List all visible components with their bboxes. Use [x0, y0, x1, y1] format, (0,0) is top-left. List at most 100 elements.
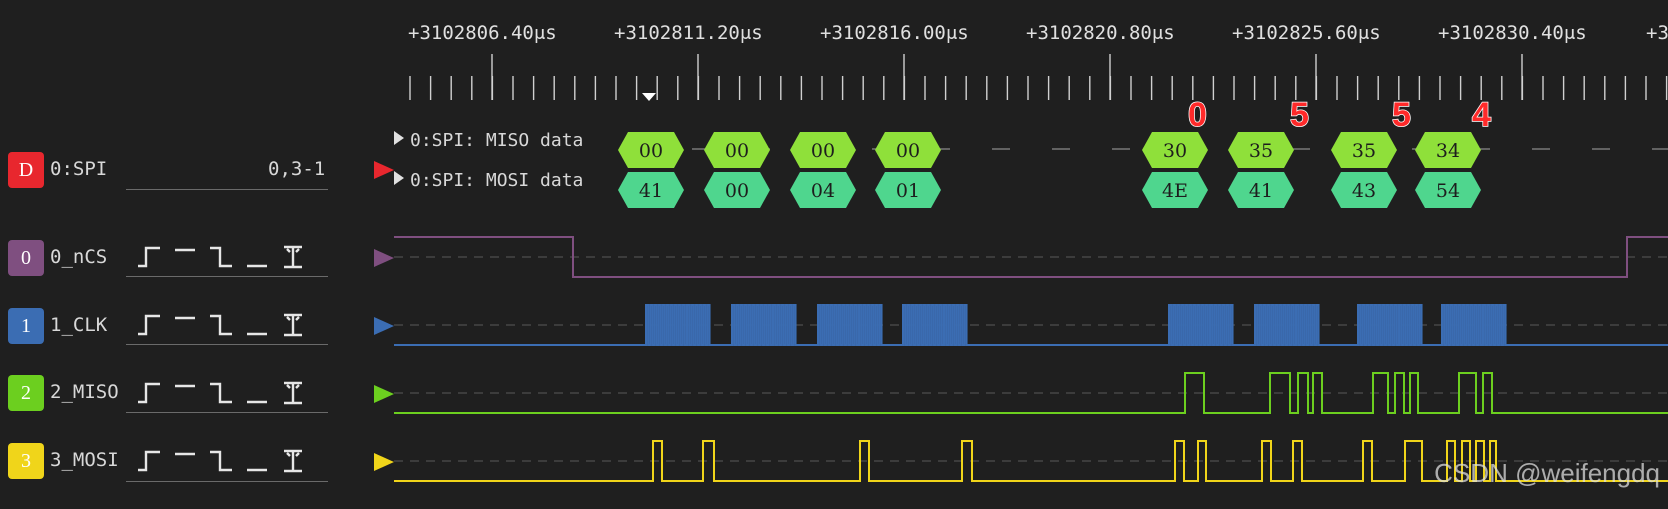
- timestamp-label: +3102820.80μs: [1026, 22, 1175, 44]
- timestamp-label: +3: [1646, 22, 1668, 44]
- falling-edge-icon[interactable]: [208, 448, 234, 474]
- decoder-name: 0:SPI: [50, 158, 108, 180]
- row-expand-icon: [394, 171, 404, 185]
- hex-byte-text: 34: [1436, 140, 1460, 162]
- any-edge-icon[interactable]: [280, 380, 306, 406]
- rising-edge-icon[interactable]: [136, 380, 162, 406]
- channel-name-3: 3_MOSI: [50, 449, 119, 471]
- hex-byte-text: 41: [639, 180, 663, 202]
- time-ruler[interactable]: [409, 54, 1668, 101]
- high-level-icon[interactable]: [172, 244, 198, 270]
- channel-name-1: 1_CLK: [50, 314, 108, 336]
- hex-byte-text: 41: [1249, 180, 1273, 202]
- channel-underline: [126, 344, 328, 345]
- annotation-digit: 4: [1471, 95, 1491, 135]
- channel-badge-2[interactable]: 2: [8, 375, 44, 411]
- low-level-icon[interactable]: [244, 312, 270, 338]
- decoder-badge[interactable]: D: [8, 152, 44, 188]
- timestamp-label: +3102825.60μs: [1232, 22, 1381, 44]
- mosi-byte[interactable]: 04: [790, 172, 856, 208]
- miso-byte[interactable]: 00: [618, 132, 684, 168]
- mosi-byte[interactable]: 01: [875, 172, 941, 208]
- channel-badge-0[interactable]: 0: [8, 240, 44, 276]
- channel-underline: [126, 189, 328, 190]
- channel-arrow-icon-1[interactable]: [374, 317, 394, 335]
- rising-edge-icon[interactable]: [136, 448, 162, 474]
- miso-byte[interactable]: 00: [875, 132, 941, 168]
- mosi-byte[interactable]: 41: [618, 172, 684, 208]
- low-level-icon[interactable]: [244, 244, 270, 270]
- trigger-selector-3[interactable]: [136, 448, 306, 474]
- cursor-marker-icon: [642, 93, 656, 101]
- channel-name-0: 0_nCS: [50, 246, 108, 268]
- hex-byte-text: 00: [639, 140, 663, 162]
- low-level-icon[interactable]: [244, 448, 270, 474]
- falling-edge-icon[interactable]: [208, 312, 234, 338]
- annotation-digit: 0: [1187, 95, 1207, 135]
- miso-byte[interactable]: 00: [790, 132, 856, 168]
- mosi-byte[interactable]: 4E: [1142, 172, 1208, 208]
- annotation-digit: 5: [1289, 95, 1309, 135]
- miso-byte[interactable]: 34: [1415, 132, 1481, 168]
- mosi-trace[interactable]: [394, 440, 1668, 482]
- row-expand-icon: [394, 131, 404, 145]
- channel-name-2: 2_MISO: [50, 381, 119, 403]
- hex-byte-text: 35: [1249, 140, 1273, 162]
- miso-data-label: 0:SPI: MISO data: [410, 130, 584, 151]
- high-level-icon[interactable]: [172, 312, 198, 338]
- channel-arrow-icon-2[interactable]: [374, 385, 394, 403]
- clk-trace[interactable]: [394, 304, 1668, 346]
- timestamp-label: +3102816.00μs: [820, 22, 969, 44]
- channel-underline: [126, 481, 328, 482]
- channel-underline: [126, 412, 328, 413]
- hex-byte-text: 4E: [1162, 180, 1188, 202]
- mosi-byte[interactable]: 41: [1228, 172, 1294, 208]
- low-level-icon[interactable]: [244, 380, 270, 406]
- mosi-byte[interactable]: 43: [1331, 172, 1397, 208]
- channel-badge-3[interactable]: 3: [8, 443, 44, 479]
- timestamp-label: +3102806.40μs: [408, 22, 557, 44]
- timestamp-label: +3102830.40μs: [1438, 22, 1587, 44]
- channel-badge-1[interactable]: 1: [8, 308, 44, 344]
- rising-edge-icon[interactable]: [136, 312, 162, 338]
- any-edge-icon[interactable]: [280, 448, 306, 474]
- miso-byte[interactable]: 35: [1228, 132, 1294, 168]
- channel-arrow-icon-3[interactable]: [374, 453, 394, 471]
- miso-byte[interactable]: 00: [704, 132, 770, 168]
- hex-byte-text: 04: [811, 180, 835, 202]
- watermark: CSDN @weifengdq: [1434, 458, 1660, 488]
- decoder-params: 0,3-1: [268, 158, 326, 180]
- any-edge-icon[interactable]: [280, 244, 306, 270]
- mosi-byte[interactable]: 00: [704, 172, 770, 208]
- miso-byte[interactable]: 30: [1142, 132, 1208, 168]
- hex-byte-text: 54: [1436, 180, 1460, 202]
- channel-arrow-icon-0[interactable]: [374, 249, 394, 267]
- any-edge-icon[interactable]: [280, 312, 306, 338]
- hex-byte-text: 30: [1163, 140, 1187, 162]
- hex-byte-text: 35: [1352, 140, 1376, 162]
- annotation-digit: 5: [1391, 95, 1411, 135]
- mosi-byte[interactable]: 54: [1415, 172, 1481, 208]
- rising-edge-icon[interactable]: [136, 244, 162, 270]
- hex-byte-text: 01: [896, 180, 920, 202]
- miso-byte[interactable]: 35: [1331, 132, 1397, 168]
- hex-byte-text: 00: [811, 140, 835, 162]
- hex-byte-text: 43: [1352, 180, 1376, 202]
- miso-trace[interactable]: [394, 372, 1668, 414]
- hex-byte-text: 00: [725, 180, 749, 202]
- trigger-selector-2[interactable]: [136, 380, 306, 406]
- falling-edge-icon[interactable]: [208, 244, 234, 270]
- hex-byte-text: 00: [725, 140, 749, 162]
- hex-byte-text: 00: [896, 140, 920, 162]
- ncs-trace[interactable]: [394, 236, 1668, 278]
- trigger-selector-0[interactable]: [136, 244, 306, 270]
- high-level-icon[interactable]: [172, 448, 198, 474]
- timestamp-label: +3102811.20μs: [614, 22, 763, 44]
- falling-edge-icon[interactable]: [208, 380, 234, 406]
- high-level-icon[interactable]: [172, 380, 198, 406]
- trigger-selector-1[interactable]: [136, 312, 306, 338]
- mosi-data-label: 0:SPI: MOSI data: [410, 170, 584, 191]
- decoder-arrow-icon[interactable]: [374, 161, 394, 179]
- channel-underline: [126, 276, 328, 277]
